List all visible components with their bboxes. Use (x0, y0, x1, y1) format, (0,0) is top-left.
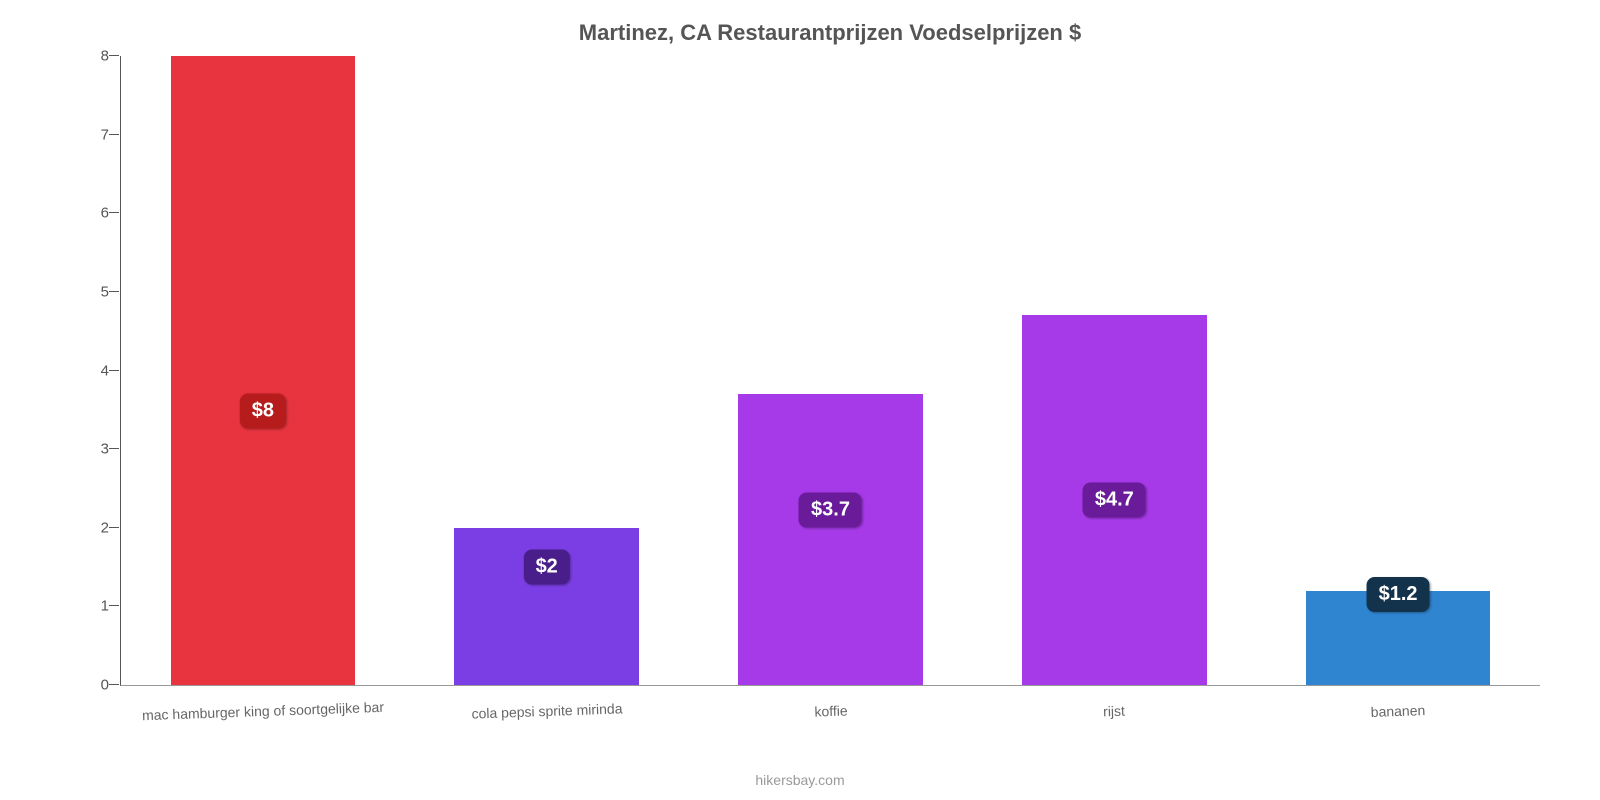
bar-value-badge: $8 (240, 394, 286, 429)
y-tick-label: 3 (71, 441, 109, 458)
y-tick (109, 605, 119, 606)
bar-value-badge: $2 (524, 550, 570, 585)
y-tick (109, 134, 119, 135)
bar: $2 (454, 528, 638, 685)
y-tick (109, 527, 119, 528)
y-tick-label: 4 (71, 362, 109, 379)
y-tick (109, 55, 119, 56)
chart-credit: hikersbay.com (0, 772, 1600, 788)
bar: $1.2 (1306, 591, 1490, 685)
y-tick (109, 291, 119, 292)
y-tick-label: 0 (71, 677, 109, 694)
bar: $4.7 (1022, 315, 1206, 685)
bar-value-badge: $3.7 (799, 493, 862, 528)
plot-area: 012345678$8mac hamburger king of soortge… (120, 56, 1540, 686)
bar-value-badge: $4.7 (1083, 483, 1146, 518)
y-tick-label: 1 (71, 598, 109, 615)
price-chart: Martinez, CA Restaurantprijzen Voedselpr… (0, 0, 1600, 800)
y-tick (109, 448, 119, 449)
chart-title: Martinez, CA Restaurantprijzen Voedselpr… (120, 20, 1540, 46)
y-tick-label: 5 (71, 283, 109, 300)
y-tick (109, 684, 119, 685)
y-tick (109, 212, 119, 213)
x-axis-label: bananen (1371, 702, 1426, 720)
y-tick-label: 8 (71, 48, 109, 65)
bar: $8 (171, 56, 355, 685)
bar-value-badge: $1.2 (1367, 577, 1430, 612)
y-tick-label: 2 (71, 519, 109, 536)
y-tick-label: 6 (71, 205, 109, 222)
y-tick-label: 7 (71, 126, 109, 143)
x-axis-label: cola pepsi sprite mirinda (471, 700, 622, 721)
x-axis-label: koffie (814, 702, 848, 719)
y-tick (109, 370, 119, 371)
x-axis-label: mac hamburger king of soortgelijke bar (142, 699, 384, 723)
bar: $3.7 (738, 394, 922, 685)
x-axis-label: rijst (1103, 703, 1125, 720)
